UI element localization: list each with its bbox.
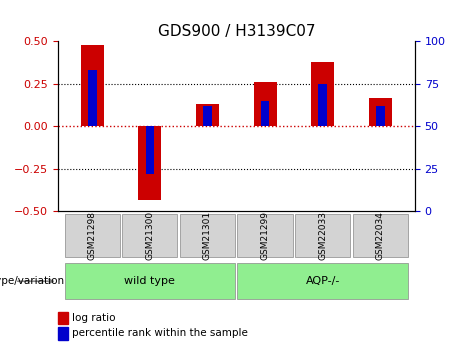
Bar	[81, 45, 104, 126]
Bar	[261, 101, 269, 126]
Bar	[138, 126, 161, 199]
Bar	[376, 106, 384, 126]
Bar	[311, 62, 334, 126]
Text: GSM21300: GSM21300	[145, 211, 154, 260]
Text: AQP-/-: AQP-/-	[306, 276, 340, 286]
FancyBboxPatch shape	[122, 214, 177, 257]
FancyBboxPatch shape	[65, 214, 120, 257]
Text: GSM21299: GSM21299	[260, 211, 270, 260]
Text: wild type: wild type	[124, 276, 175, 286]
Text: GSM21298: GSM21298	[88, 211, 97, 260]
FancyBboxPatch shape	[180, 214, 235, 257]
Bar	[254, 82, 277, 126]
Bar	[196, 104, 219, 126]
Text: GSM22033: GSM22033	[318, 211, 327, 260]
Text: genotype/variation: genotype/variation	[0, 276, 65, 286]
Text: percentile rank within the sample: percentile rank within the sample	[72, 328, 248, 338]
Title: GDS900 / H3139C07: GDS900 / H3139C07	[158, 24, 315, 39]
Bar	[88, 70, 96, 126]
Bar	[58, 327, 68, 339]
Text: log ratio: log ratio	[72, 313, 116, 323]
FancyBboxPatch shape	[295, 214, 350, 257]
Text: GSM22034: GSM22034	[376, 211, 385, 260]
Bar	[58, 312, 68, 324]
FancyBboxPatch shape	[237, 263, 408, 299]
FancyBboxPatch shape	[353, 214, 408, 257]
Bar	[369, 98, 392, 126]
Bar	[319, 84, 327, 126]
FancyBboxPatch shape	[237, 214, 293, 257]
Text: GSM21301: GSM21301	[203, 211, 212, 260]
FancyBboxPatch shape	[65, 263, 235, 299]
Bar	[203, 106, 212, 126]
Bar	[146, 126, 154, 174]
